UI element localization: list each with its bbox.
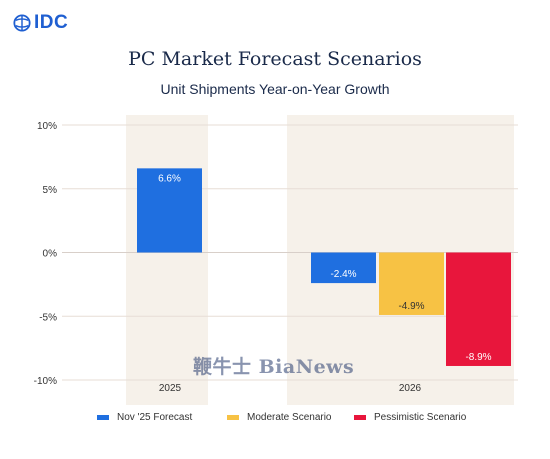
- data-label: -8.9%: [465, 352, 491, 363]
- y-tick-label: 10%: [37, 121, 57, 132]
- data-label: -4.9%: [398, 301, 424, 312]
- x-tick-label-2026: 2026: [399, 383, 422, 394]
- idc-logo: IDC: [13, 12, 68, 34]
- legend-label-pessimistic: Pessimistic Scenario: [374, 412, 467, 423]
- bar-nov-25-forecast-2025: [137, 168, 202, 253]
- legend-swatch-pessimistic: [354, 415, 366, 420]
- logo-text: IDC: [34, 12, 69, 33]
- legend-swatch-nov-forecast: [97, 415, 109, 420]
- legend-label-nov-forecast: Nov '25 Forecast: [117, 412, 193, 423]
- data-label: 6.6%: [158, 173, 181, 184]
- legend-swatch-moderate: [227, 415, 239, 420]
- y-tick-label: -10%: [34, 376, 57, 387]
- bar-chart: 10% 5% 0% -5% -10% 6.6% -2.4% -4.9% -8.9% 2025 202…: [34, 115, 518, 405]
- y-tick-label: -5%: [39, 312, 57, 323]
- data-label: -2.4%: [330, 269, 356, 280]
- bar-pessimistic-scenario-2026: [446, 252, 511, 366]
- legend-item-nov-forecast: Nov '25 Forecast: [97, 412, 192, 423]
- legend-item-pessimistic: Pessimistic Scenario: [354, 412, 466, 423]
- legend-label-moderate: Moderate Scenario: [247, 412, 332, 423]
- y-tick-label: 5%: [43, 185, 58, 196]
- chart-subtitle: Unit Shipments Year-on-Year Growth: [160, 81, 390, 97]
- x-tick-label-2025: 2025: [159, 383, 182, 394]
- bar-nov-25-forecast-2026: [311, 252, 376, 284]
- watermark: 鞭牛士 BiaNews: [193, 356, 355, 378]
- chart-title: PC Market Forecast Scenarios: [128, 48, 422, 70]
- bar-moderate-scenario-2026: [379, 252, 444, 315]
- y-tick-label: 0%: [43, 249, 58, 260]
- legend-item-moderate: Moderate Scenario: [227, 412, 332, 423]
- category-band-2025: [126, 115, 208, 405]
- idc-globe-icon: [13, 14, 31, 32]
